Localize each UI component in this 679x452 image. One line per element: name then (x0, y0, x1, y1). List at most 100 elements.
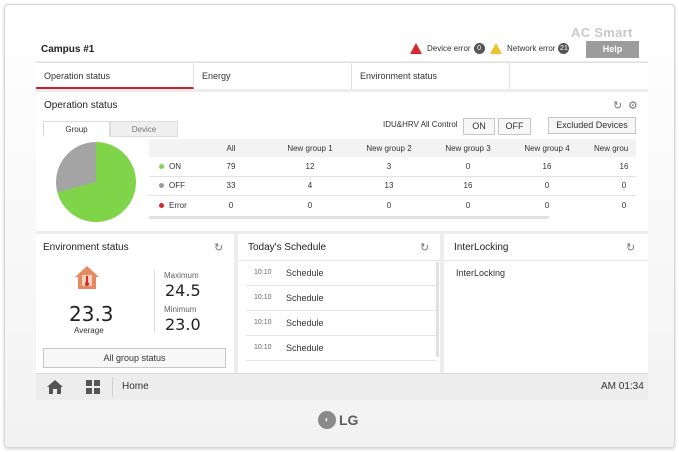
minimum-label: Minimum (164, 305, 197, 314)
schedule-item[interactable]: 10:10 Schedule (246, 261, 436, 286)
status-dot-off (159, 183, 164, 188)
device-error-label: Device error (427, 44, 471, 53)
all-group-status-button[interactable]: All group status (43, 348, 226, 368)
cell-off-all: 33 (226, 181, 236, 190)
settings-gear-icon[interactable]: ⚙ (628, 100, 638, 112)
cell-error-all: 0 (228, 201, 234, 210)
operation-pie-chart (56, 142, 136, 222)
maximum-temperature: 24.5 (165, 281, 201, 300)
bottom-bar: Home AM 01:34 (36, 373, 648, 400)
help-button[interactable]: Help (586, 41, 639, 58)
interlocking-title: InterLocking (454, 242, 509, 253)
minimum-temperature: 23.0 (165, 315, 201, 334)
cell-error-g3: 0 (465, 201, 471, 210)
row-divider (149, 176, 636, 177)
main-tabs: Operation status Energy Environment stat… (36, 62, 648, 89)
schedule-item[interactable]: 10:10 Schedule (246, 286, 436, 311)
breadcrumb-home[interactable]: Home (122, 381, 149, 392)
schedule-item[interactable]: 10:10 Schedule (246, 311, 436, 336)
refresh-icon[interactable]: ↻ (420, 242, 430, 254)
top-bar: Campus #1 Device error 0 Network error 2… (36, 40, 648, 61)
cell-on-g2: 3 (386, 162, 392, 171)
col-header-all: All (226, 144, 236, 153)
lg-logo: ◐ LG (318, 411, 358, 429)
cell-error-g5: 0 (621, 201, 627, 210)
tab-environment-status[interactable]: Environment status (352, 63, 510, 89)
schedule-name: Schedule (286, 343, 324, 353)
all-on-button[interactable]: ON (463, 118, 495, 135)
row-divider (149, 195, 636, 196)
refresh-icon[interactable]: ↻ (214, 242, 224, 254)
house-thermometer-icon (75, 266, 99, 289)
average-label: Average (74, 326, 104, 335)
average-temperature: 23.3 (69, 302, 114, 326)
cell-error-g4: 0 (544, 201, 550, 210)
schedule-item[interactable]: 10:10 Schedule (246, 336, 436, 361)
screen: Campus #1 Device error 0 Network error 2… (36, 40, 648, 400)
schedule-time: 10:10 (254, 269, 272, 276)
environment-status-panel: Environment status ↻ 23.3 Average Maximu… (36, 234, 234, 373)
vertical-scrollbar[interactable] (436, 262, 439, 357)
subtab-device[interactable]: Device (110, 121, 178, 137)
grid-menu-icon[interactable] (86, 380, 100, 394)
divider (154, 270, 155, 334)
operation-status-panel: Operation status ↻ ⚙ Group Device IDU&HR… (36, 92, 648, 231)
device-error-indicator[interactable]: Device error 0 (410, 43, 485, 54)
cell-off-g4: 0 (544, 181, 550, 190)
row-label-error: Error (169, 201, 187, 210)
operation-status-title: Operation status (44, 100, 118, 111)
network-error-count: 21 (558, 43, 570, 54)
clock: AM 01:34 (601, 381, 644, 392)
row-label-on: ON (169, 162, 181, 171)
schedule-name: Schedule (286, 268, 324, 278)
all-off-button[interactable]: OFF (498, 118, 531, 135)
cell-error-g1: 0 (307, 201, 313, 210)
divider (444, 260, 648, 261)
col-header-group-5: New grou (594, 144, 629, 153)
col-header-group-4: New group 4 (524, 144, 570, 153)
horizontal-scrollbar[interactable] (149, 216, 549, 219)
maximum-label: Maximum (164, 271, 199, 280)
status-dot-on (159, 164, 164, 169)
subtab-group[interactable]: Group (43, 121, 110, 137)
device-error-count: 0 (473, 43, 485, 54)
cell-off-g3: 16 (463, 181, 473, 190)
network-error-label: Network error (507, 44, 556, 53)
schedule-name: Schedule (286, 318, 324, 328)
schedule-panel: Today's Schedule ↻ 10:10 Schedule 10:10 … (238, 234, 440, 373)
cell-error-g2: 0 (386, 201, 392, 210)
interlocking-item[interactable]: InterLocking (456, 268, 506, 278)
divider (112, 377, 113, 397)
status-dot-error (159, 203, 164, 208)
row-label-off: OFF (169, 181, 185, 190)
cell-on-g3: 0 (465, 162, 471, 171)
interlocking-panel: InterLocking ↻ InterLocking (444, 234, 648, 373)
all-control-label: IDU&HRV All Control (383, 120, 458, 129)
table-header-row (149, 139, 636, 157)
tab-empty (510, 63, 648, 89)
lg-logo-icon: ◐ (318, 411, 336, 429)
tab-operation-status[interactable]: Operation status (36, 63, 194, 89)
network-error-indicator[interactable]: Network error 21 (490, 43, 570, 54)
col-header-group-3: New group 3 (445, 144, 491, 153)
col-header-group-1: New group 1 (287, 144, 333, 153)
lg-logo-text: LG (339, 412, 359, 428)
home-icon[interactable] (47, 380, 63, 394)
tab-energy[interactable]: Energy (194, 63, 352, 89)
col-header-group-2: New group 2 (366, 144, 412, 153)
campus-title: Campus #1 (41, 44, 95, 55)
cell-off-g5: 0 (621, 181, 627, 190)
refresh-icon[interactable]: ↻ (613, 100, 623, 112)
network-error-icon (490, 43, 502, 54)
cell-off-g1: 4 (307, 181, 313, 190)
brand-label: AC Smart (571, 25, 633, 40)
schedule-name: Schedule (286, 293, 324, 303)
cell-on-g1: 12 (305, 162, 315, 171)
cell-off-g2: 13 (384, 181, 394, 190)
cell-on-all: 79 (226, 162, 236, 171)
schedule-time: 10:10 (254, 319, 272, 326)
refresh-icon[interactable]: ↻ (626, 242, 636, 254)
excluded-devices-button[interactable]: Excluded Devices (548, 117, 636, 134)
cell-on-g5: 16 (619, 162, 629, 171)
cell-on-g4: 16 (542, 162, 552, 171)
